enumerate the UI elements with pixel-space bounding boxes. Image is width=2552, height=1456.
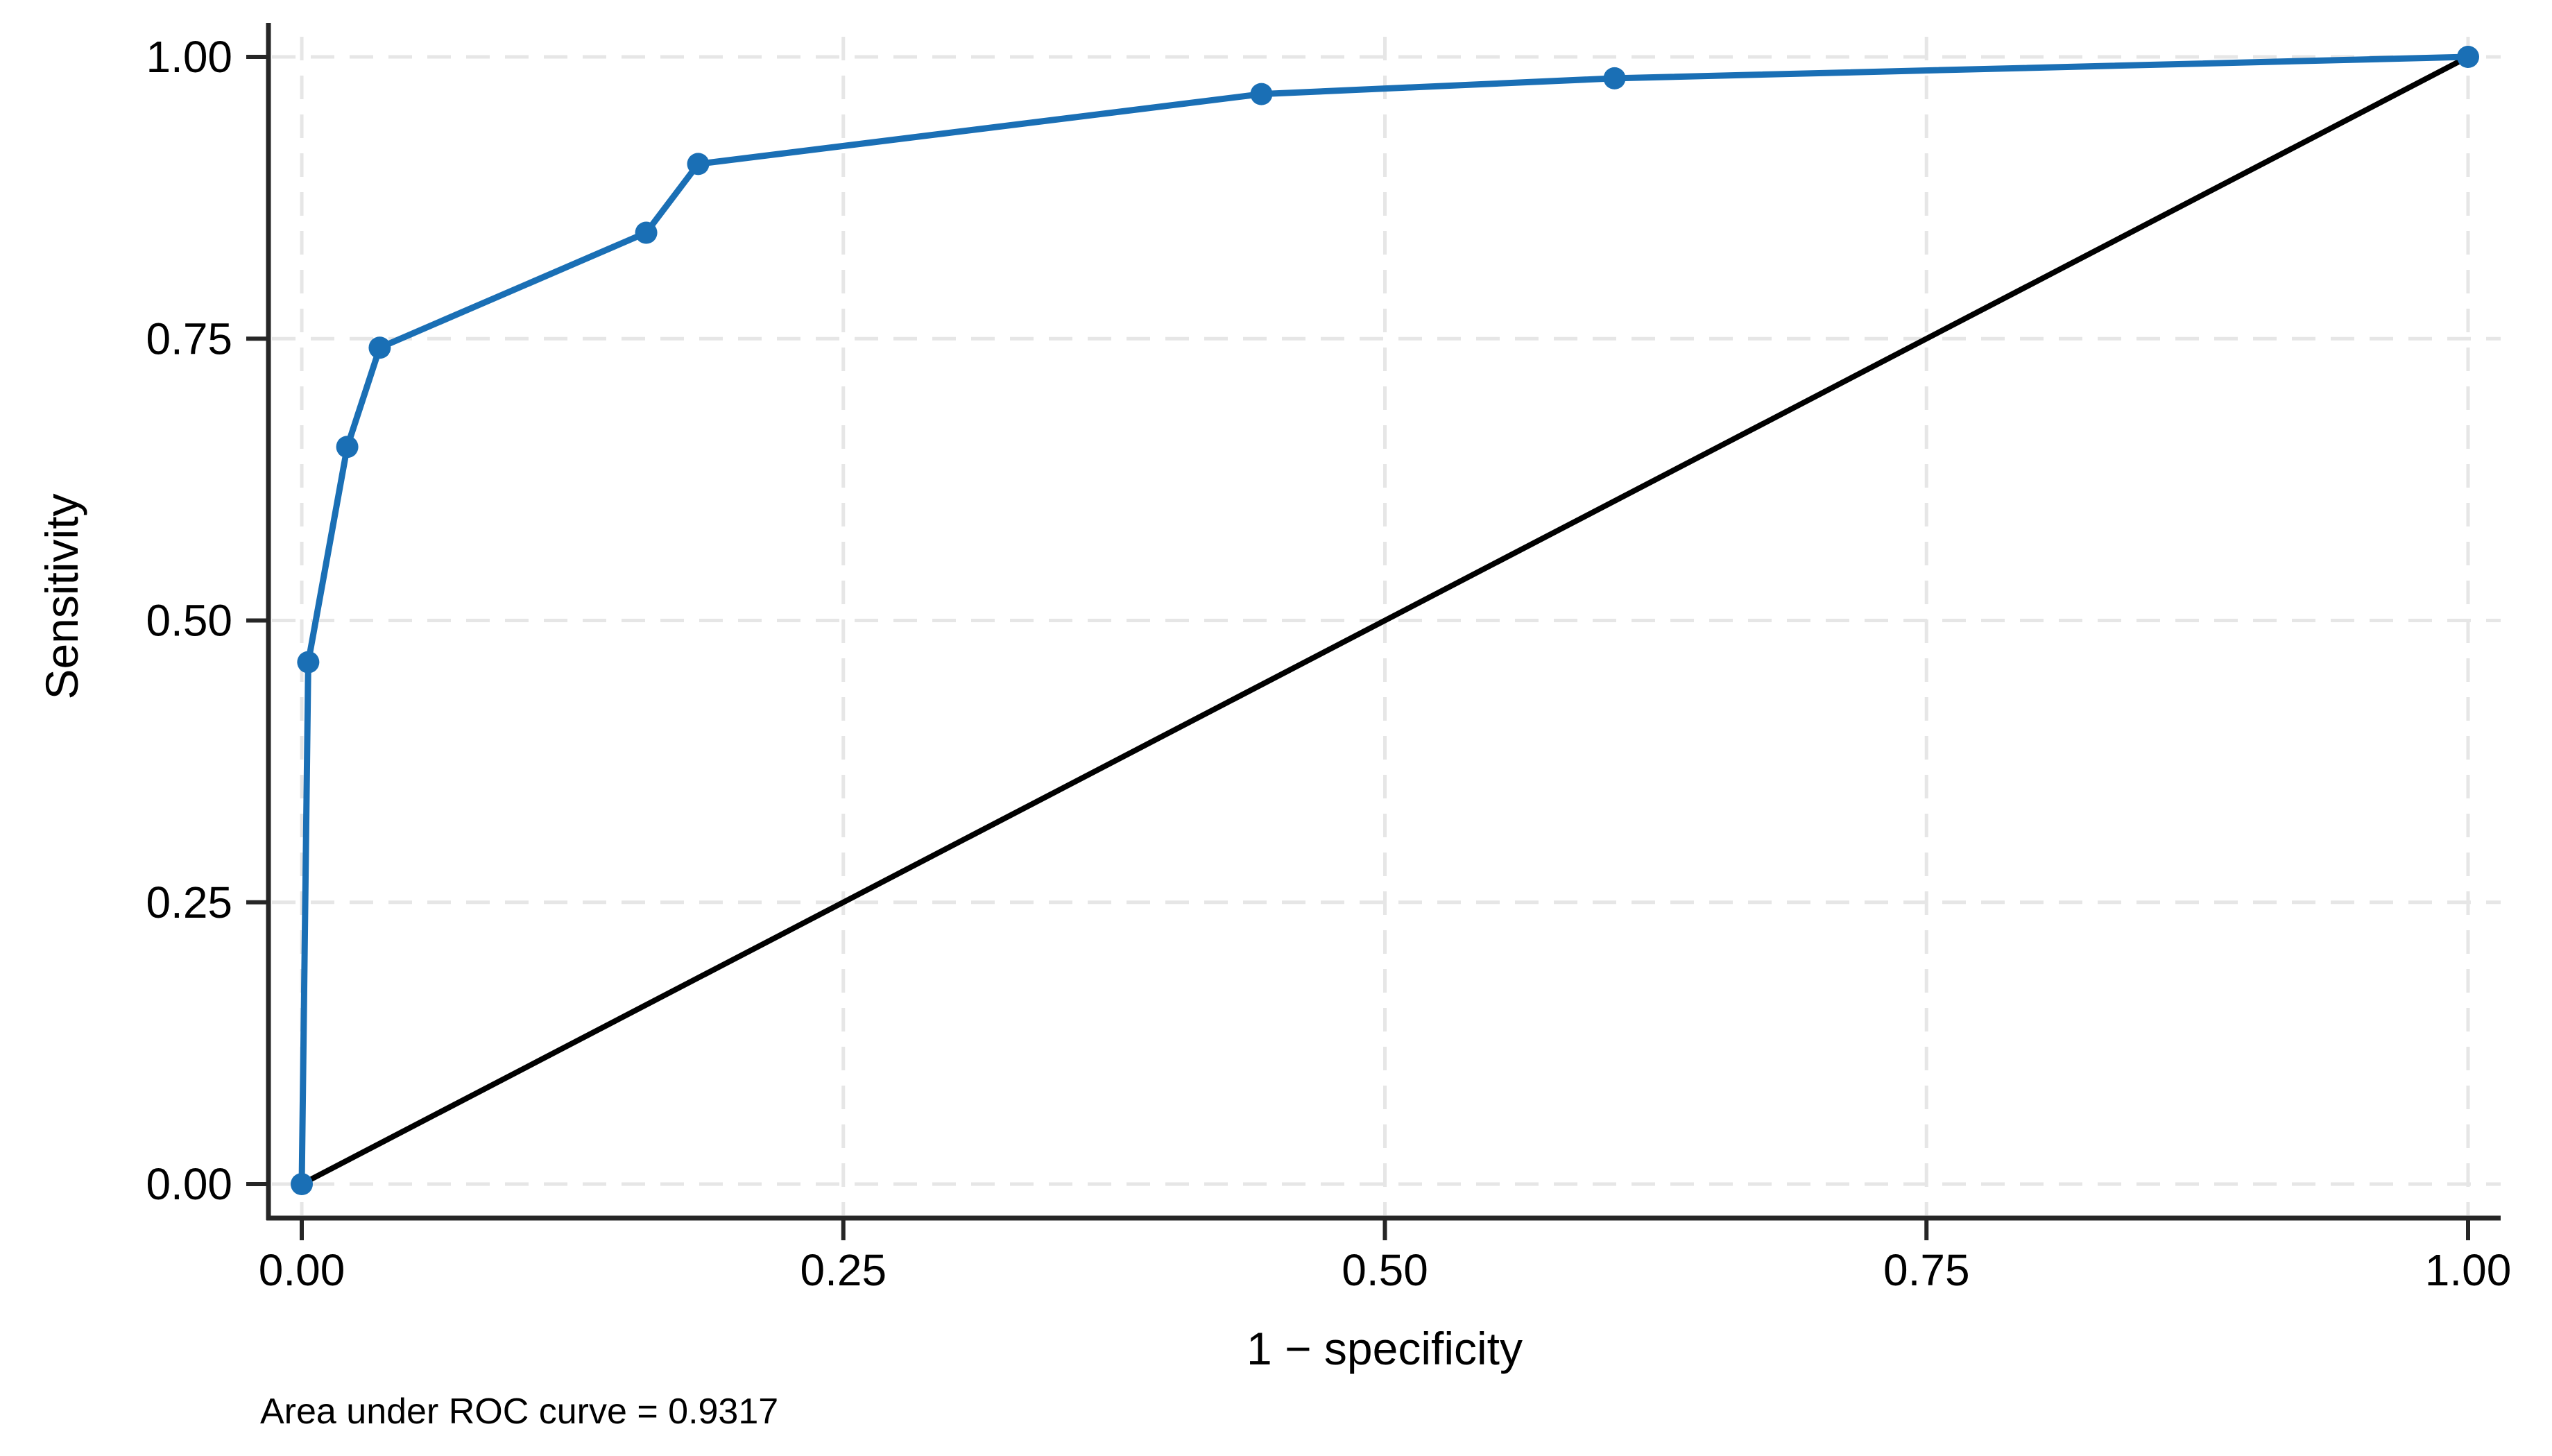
- roc-point: [1603, 67, 1626, 89]
- y-tick-label: 1.00: [146, 32, 232, 82]
- gridlines: [272, 37, 2501, 1215]
- x-tick-label: 1.00: [2425, 1245, 2512, 1295]
- roc-point: [297, 651, 320, 674]
- x-tick-labels: 0.00 0.25 0.50 0.75 1.00: [259, 1245, 2512, 1295]
- axes: [246, 23, 2501, 1240]
- y-axis-title: Sensitivity: [36, 493, 87, 699]
- reference-line: [300, 54, 2469, 1187]
- roc-point: [368, 336, 391, 359]
- roc-point: [1250, 83, 1273, 105]
- y-tick-label: 0.25: [146, 877, 232, 927]
- roc-point: [635, 221, 658, 244]
- y-tick-labels: 0.00 0.25 0.50 0.75 1.00: [146, 32, 232, 1209]
- y-tick-label: 0.00: [146, 1159, 232, 1209]
- roc-point: [2457, 46, 2479, 68]
- roc-point: [336, 436, 359, 459]
- x-axis-title: 1 − specificity: [1247, 1323, 1523, 1374]
- y-tick-label: 0.75: [146, 314, 232, 363]
- roc-series-group: [291, 46, 2479, 1195]
- reference-line-group: [300, 54, 2469, 1187]
- x-tick-label: 0.50: [1342, 1245, 1428, 1295]
- x-tick-label: 0.75: [1883, 1245, 1970, 1295]
- x-tick-label: 0.25: [800, 1245, 887, 1295]
- roc-point: [687, 153, 710, 175]
- x-tick-label: 0.00: [259, 1245, 345, 1295]
- roc-point: [291, 1173, 313, 1195]
- auc-annotation: Area under ROC curve = 0.9317: [260, 1391, 778, 1432]
- y-tick-label: 0.50: [146, 596, 232, 646]
